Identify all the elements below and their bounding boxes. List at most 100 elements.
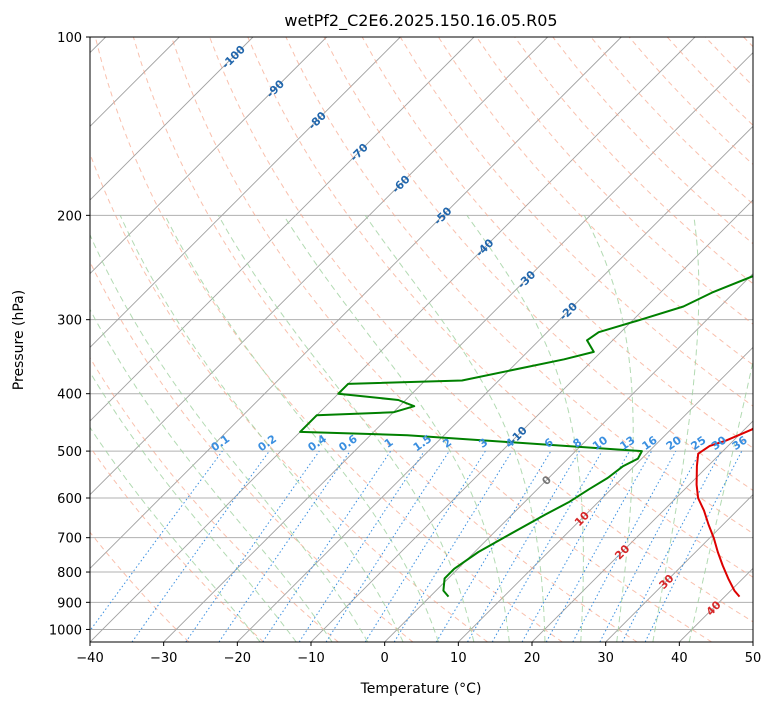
moist-adiabat-line: [217, 215, 475, 642]
x-tick-label: 50: [745, 651, 762, 666]
temperature-profile-line: [695, 427, 753, 598]
background-lines: [90, 37, 753, 642]
isotherm-line: [384, 273, 753, 642]
y-axis-title: Pressure (hPa): [11, 290, 27, 390]
x-tick-label: 40: [671, 651, 688, 666]
moist-adiabat-line: [164, 215, 439, 642]
mixing-ratio-label: 8: [571, 436, 585, 451]
mixing-ratio-line: [90, 450, 223, 632]
isotherm-label: 10: [572, 509, 592, 529]
chart-title: wetPf2_C2E6.2025.150.16.05.R05: [284, 11, 557, 31]
isotherm-line: [605, 494, 753, 642]
isotherm-line: [90, 37, 254, 201]
x-tick-label: −40: [76, 651, 103, 666]
isotherm-label: -100: [219, 43, 248, 72]
x-tick-label: 0: [381, 651, 389, 666]
isotherm-label: -80: [306, 109, 329, 132]
dry-adiabat-line: [704, 37, 753, 87]
mixing-ratio-label: 16: [640, 433, 660, 453]
y-tick-label: 900: [57, 596, 82, 611]
dry-adiabat-line: [552, 37, 753, 245]
x-tick-label: 30: [597, 651, 614, 666]
isotherm-line: [90, 37, 327, 275]
x-axis: −40 −30 −20 −10 0 10 20 30 40 50: [76, 642, 761, 666]
dry-adiabat-line: [171, 37, 712, 642]
dry-adiabat-line: [90, 446, 264, 642]
dry-adiabat-line: [209, 37, 753, 623]
isotherm-line: [163, 52, 753, 642]
dry-adiabat-line: [90, 152, 488, 642]
dry-adiabat-line: [743, 37, 753, 48]
y-tick-label: 500: [57, 445, 82, 460]
dry-adiabat-line: [94, 37, 563, 642]
isotherm-line: [90, 37, 696, 642]
isotherm-label: 40: [704, 598, 724, 618]
y-tick-label: 400: [57, 388, 82, 403]
moist-adiabat-line: [90, 371, 297, 642]
mixing-ratio-line: [131, 450, 270, 642]
dry-adiabat-line: [90, 531, 190, 642]
mixing-ratio-label: 3: [477, 436, 491, 451]
moist-adiabat-line: [466, 215, 584, 642]
mixing-ratio-label: 25: [689, 434, 709, 453]
y-tick-label: 600: [57, 492, 82, 507]
mixing-ratio-label: 10: [590, 433, 610, 453]
isotherm-label: 30: [657, 572, 677, 592]
x-tick-label: −30: [150, 651, 177, 666]
isotherm-line: [237, 125, 753, 642]
mixing-ratio-line: [262, 450, 392, 642]
mixing-ratio-line: [545, 450, 653, 642]
moist-adiabat-line: [583, 215, 634, 642]
isotherm-line: [679, 567, 753, 642]
y-tick-label: 1000: [49, 623, 82, 638]
y-axis: 100 200 300 400 500 600 700 800 900 1000: [49, 31, 90, 638]
dewpoint-profile-line: [299, 275, 753, 598]
isotherm-label: -30: [515, 268, 538, 291]
isotherm-line: [90, 37, 475, 422]
dry-adiabat-line: [247, 37, 753, 578]
series-lines: [299, 275, 753, 598]
mixing-ratio-line: [185, 450, 320, 642]
isotherm-line: [752, 641, 753, 642]
moist-adiabat-line: [364, 215, 546, 642]
mixing-ratio-line: [599, 450, 701, 642]
moist-adiabat-line: [688, 358, 753, 642]
mixing-ratio-label: 6: [542, 436, 556, 451]
moist-adiabat-line: [90, 426, 261, 642]
x-tick-label: 20: [524, 651, 541, 666]
isotherm-label: -40: [473, 236, 496, 259]
isotherm-line: [310, 199, 753, 642]
isotherm-line: [90, 37, 548, 496]
line-labels: 0.1 0.2 0.4 0.6 1 1.5 2 3 4 6 8 10 13 16 20 25 30 36-100-…: [209, 43, 750, 619]
moist-adiabat-line: [283, 215, 510, 642]
mixing-ratio-line: [218, 450, 351, 642]
moist-adiabat-line: [652, 215, 700, 642]
mixing-ratio-label: 36: [730, 433, 750, 453]
mixing-ratio-line: [298, 450, 425, 642]
mixing-ratio-line: [521, 450, 630, 642]
isotherm-label: -60: [389, 172, 412, 195]
dry-adiabat-line: [514, 37, 753, 285]
dry-adiabat-line: [666, 37, 753, 126]
isotherm-line: [90, 37, 401, 348]
moist-adiabat-line: [90, 233, 369, 642]
mixing-ratio-line: [644, 450, 743, 642]
x-tick-label: −10: [297, 651, 324, 666]
mixing-ratio-line: [435, 450, 552, 642]
y-tick-label: 800: [57, 566, 82, 581]
y-tick-label: 300: [57, 314, 82, 329]
moist-adiabat-line: [119, 215, 404, 642]
dry-adiabat-line: [90, 260, 414, 642]
dry-adiabat-line: [132, 37, 638, 642]
dry-adiabat-line: [90, 356, 339, 642]
x-tick-label: 10: [450, 651, 467, 666]
x-axis-title: Temperature (°C): [360, 681, 482, 697]
mixing-ratio-line: [325, 450, 450, 642]
isotherm-line: [531, 420, 753, 642]
y-tick-label: 700: [57, 532, 82, 547]
moist-adiabat-line: [90, 308, 333, 642]
plot-area: 0.1 0.2 0.4 0.6 1 1.5 2 3 4 6 8 10 13 16 20 25 30 36-100-…: [90, 37, 753, 642]
mixing-ratio-label: 30: [709, 433, 729, 453]
isotherm-label: 20: [612, 542, 632, 562]
